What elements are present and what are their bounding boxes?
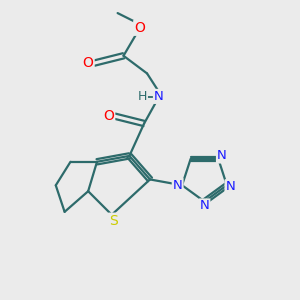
Text: O: O [103, 109, 114, 123]
Text: N: N [217, 149, 227, 163]
Text: N: N [200, 200, 209, 212]
Text: N: N [226, 180, 235, 193]
Text: N: N [154, 90, 164, 103]
Text: H: H [138, 90, 147, 103]
Text: N: N [173, 179, 182, 192]
Text: O: O [83, 56, 94, 70]
Text: S: S [109, 214, 118, 228]
Text: O: O [134, 21, 145, 35]
